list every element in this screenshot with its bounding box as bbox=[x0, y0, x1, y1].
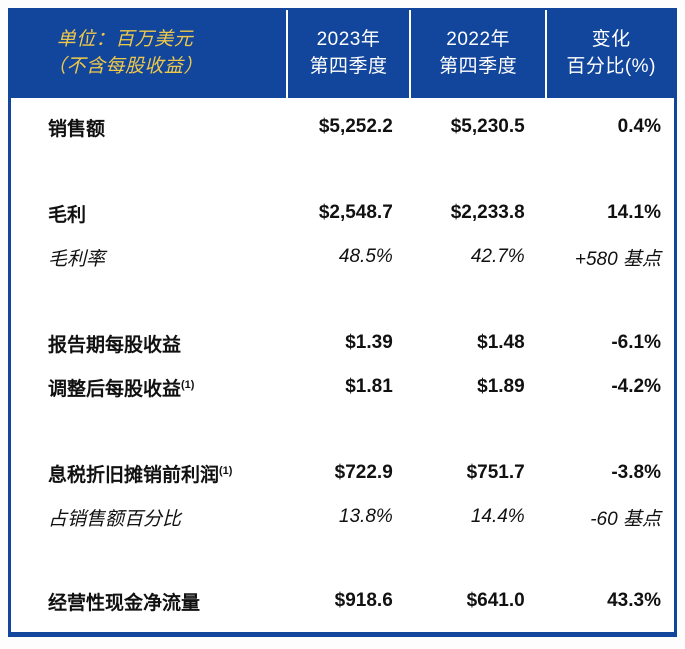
value-2022: 42.7% bbox=[470, 246, 525, 267]
row-label-text: 销售额 bbox=[48, 118, 106, 140]
row-label: 占销售额百分比 bbox=[11, 504, 286, 531]
header-2023-line2: 第四季度 bbox=[309, 56, 388, 77]
value-change: -3.8% bbox=[611, 462, 661, 483]
table-body: 销售额 $5,252.2 $5,230.5 0.4% 毛利 $2,548.7 $… bbox=[11, 97, 674, 632]
row-label-text: 占销售额百分比 bbox=[48, 508, 182, 530]
value-2022: $1.48 bbox=[477, 332, 525, 353]
row-label-text: 调整后每股收益 bbox=[48, 378, 182, 400]
value-2023: $5,252.2 bbox=[318, 116, 393, 137]
value-change: -4.2% bbox=[611, 376, 661, 397]
value-2023: $918.6 bbox=[334, 590, 393, 611]
value-2023: $722.9 bbox=[334, 462, 393, 483]
row-label: 报告期每股收益 bbox=[11, 330, 286, 357]
header-2022-line2: 第四季度 bbox=[439, 56, 518, 77]
row-label: 销售额 bbox=[11, 114, 286, 141]
header-change-line2: 百分比(%) bbox=[566, 56, 656, 77]
value-2022: $751.7 bbox=[466, 462, 525, 483]
value-change: -60 基点 bbox=[590, 508, 661, 530]
value-2023: 13.8% bbox=[338, 506, 393, 527]
value-2023: 48.5% bbox=[338, 246, 393, 267]
row-label: 毛利率 bbox=[11, 244, 286, 271]
row-label-text: 息税折旧摊销前利润 bbox=[48, 464, 220, 486]
table-row-operating-cash-flow: 经营性现金净流量 $918.6 $641.0 43.3% bbox=[11, 579, 674, 623]
row-label: 调整后每股收益(1) bbox=[11, 374, 286, 401]
header-2023-line1: 2023年 bbox=[316, 29, 381, 51]
row-label-text: 报告期每股收益 bbox=[48, 334, 182, 356]
value-change: 43.3% bbox=[607, 590, 661, 611]
header-unit-line2: （不含每股收益） bbox=[46, 56, 203, 77]
value-2022: $641.0 bbox=[466, 590, 525, 611]
value-change: -6.1% bbox=[611, 332, 661, 353]
table-row-gross-margin: 毛利率 48.5% 42.7% +580 基点 bbox=[11, 235, 674, 279]
row-label: 经营性现金净流量 bbox=[11, 588, 286, 615]
header-col-2023q4: 2023年 第四季度 bbox=[285, 10, 409, 98]
header-col-2022q4: 2022年 第四季度 bbox=[408, 10, 545, 98]
header-col-change-pct: 变化 百分比(%) bbox=[545, 10, 675, 98]
row-label-text: 经营性现金净流量 bbox=[48, 592, 201, 614]
financial-results-table: 单位：百万美元 （不含每股收益） 2023年 第四季度 2022年 第四季度 变… bbox=[8, 8, 677, 637]
header-change-line1: 变化 bbox=[591, 29, 631, 51]
value-change: +580 基点 bbox=[574, 248, 661, 270]
header-2022-line1: 2022年 bbox=[446, 29, 511, 51]
row-label-text: 毛利 bbox=[48, 204, 87, 226]
value-2022: 14.4% bbox=[470, 506, 525, 527]
table-row-sales: 销售额 $5,252.2 $5,230.5 0.4% bbox=[11, 105, 674, 149]
row-label-text: 毛利率 bbox=[48, 248, 106, 270]
value-change: 14.1% bbox=[607, 202, 661, 223]
row-label: 息税折旧摊销前利润(1) bbox=[11, 460, 286, 487]
value-2023: $1.81 bbox=[345, 376, 393, 397]
table-row-reported-eps: 报告期每股收益 $1.39 $1.48 -6.1% bbox=[11, 321, 674, 365]
footnote-marker: (1) bbox=[181, 378, 195, 391]
table-row-ebitda: 息税折旧摊销前利润(1) $722.9 $751.7 -3.8% bbox=[11, 451, 674, 495]
value-2022: $5,230.5 bbox=[450, 116, 525, 137]
value-2022: $1.89 bbox=[477, 376, 525, 397]
table-row-gross-profit: 毛利 $2,548.7 $2,233.8 14.1% bbox=[11, 191, 674, 235]
header-unit-line1: 单位：百万美元 bbox=[56, 29, 194, 51]
value-2022: $2,233.8 bbox=[450, 202, 525, 223]
value-2023: $1.39 bbox=[345, 332, 393, 353]
header-unit-note: 单位：百万美元 （不含每股收益） bbox=[10, 10, 286, 98]
table-header: 单位：百万美元 （不含每股收益） 2023年 第四季度 2022年 第四季度 变… bbox=[10, 10, 675, 98]
value-change: 0.4% bbox=[617, 116, 661, 137]
footnote-marker: (1) bbox=[219, 464, 233, 477]
table-row-adjusted-eps: 调整后每股收益(1) $1.81 $1.89 -4.2% bbox=[11, 365, 674, 409]
table-row-pct-of-sales: 占销售额百分比 13.8% 14.4% -60 基点 bbox=[11, 495, 674, 539]
value-2023: $2,548.7 bbox=[318, 202, 393, 223]
row-label: 毛利 bbox=[11, 200, 286, 227]
